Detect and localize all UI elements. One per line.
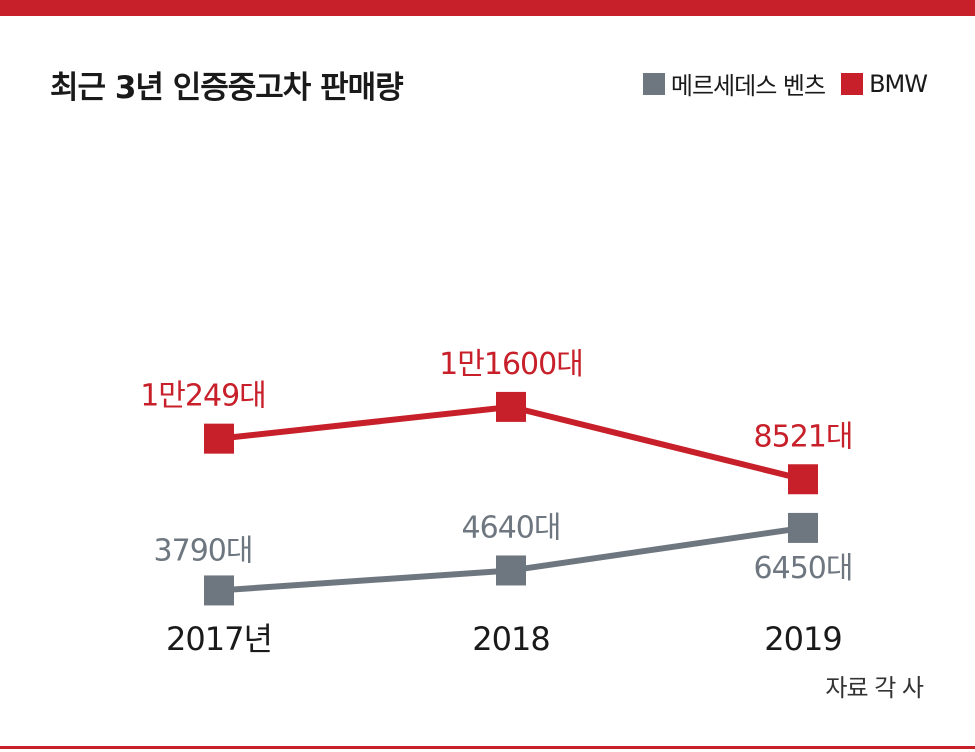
chart-title: 최근 3년 인증중고차 판매량 [50,70,404,106]
data-point-bmw-0 [204,423,234,454]
x-tick-label-1: 2018 [472,620,549,658]
legend-item-bmw: BMW [841,69,928,98]
data-point-bmw-2 [788,464,818,495]
data-label-bmw-0: 1만249대 [140,379,266,414]
legend-label-bmw: BMW [869,69,928,98]
source-note: 자료 각 사 [825,674,924,702]
x-tick-label-0: 2017년 [166,620,272,658]
legend-swatch-bmw [841,72,864,95]
bottom-accent-line [0,746,975,749]
legend-item-mercedes: 메르세데스 벤츠 [642,66,826,101]
legend-swatch-mercedes [642,72,665,95]
data-label-mercedes-0: 3790대 [154,533,253,568]
legend: 메르세데스 벤츠 BMW [627,66,928,101]
data-label-mercedes-1: 4640대 [462,510,561,545]
data-label-bmw-1: 1만1600대 [439,347,583,382]
data-point-mercedes-0 [204,575,234,606]
data-label-mercedes-2: 6450대 [754,551,853,586]
legend-label-mercedes: 메르세데스 벤츠 [670,72,826,100]
x-tick-label-2: 2019 [764,620,841,658]
data-point-mercedes-1 [496,555,526,586]
data-label-bmw-2: 8521대 [754,419,853,454]
data-point-mercedes-2 [788,512,818,543]
top-accent-bar [0,0,975,16]
data-point-bmw-1 [496,391,526,422]
